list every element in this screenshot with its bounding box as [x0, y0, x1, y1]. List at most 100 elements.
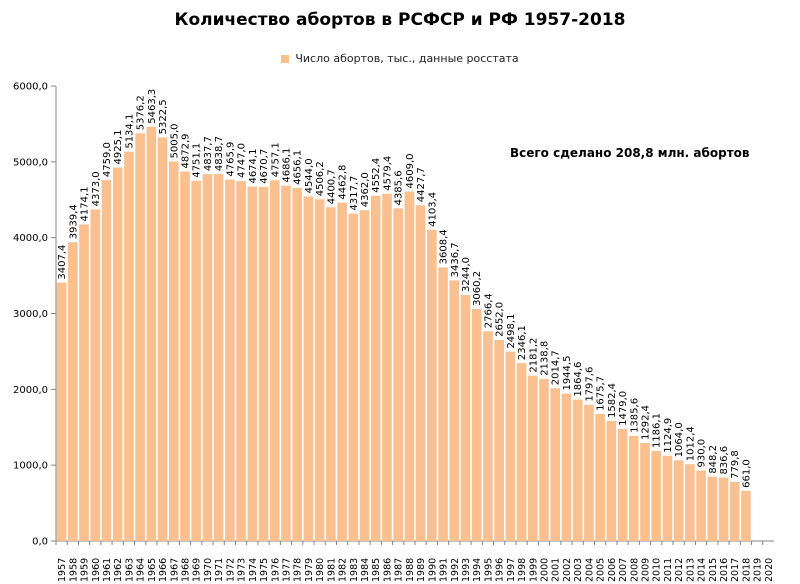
- data-label: 4686,1: [281, 148, 292, 183]
- x-tick-label: 1993: [461, 558, 472, 582]
- bar: [124, 151, 134, 542]
- x-tick-label: 1985: [371, 558, 382, 582]
- data-label: 1292,4: [640, 405, 651, 440]
- data-label: 4757,1: [270, 142, 281, 177]
- data-label: 3244,0: [461, 257, 472, 292]
- x-tick-label: 1987: [394, 558, 405, 582]
- data-label: 3436,7: [450, 242, 461, 277]
- chart-title: Количество абортов в РСФСР и РФ 1957-201…: [174, 10, 626, 30]
- data-label: 4362,0: [360, 172, 371, 207]
- data-label: 1385,6: [629, 398, 640, 433]
- bar: [651, 451, 662, 541]
- bar: [79, 224, 89, 541]
- bar: [718, 477, 729, 541]
- bar: [146, 126, 157, 541]
- bar: [516, 363, 527, 541]
- bar: [258, 186, 269, 542]
- bar: [236, 181, 246, 541]
- x-tick-label: 1971: [214, 558, 225, 582]
- data-label: 1012,4: [685, 426, 696, 461]
- bar: [348, 213, 359, 542]
- bar: [359, 210, 370, 541]
- x-tick-label: 2004: [584, 558, 595, 582]
- x-tick-label: 1962: [113, 558, 124, 582]
- data-label: 2138,8: [540, 341, 551, 376]
- x-tick-label: 1986: [382, 558, 393, 582]
- legend-label: Число абортов, тыс., данные росстата: [295, 52, 519, 65]
- data-label: 836,6: [719, 446, 730, 475]
- data-label: 4837,7: [203, 136, 214, 171]
- y-tick-label: 5000,0: [13, 157, 48, 168]
- bar: [56, 282, 67, 541]
- bar: [135, 133, 145, 541]
- bar: [213, 174, 224, 541]
- data-label: 1186,1: [652, 413, 663, 448]
- bar: [539, 378, 549, 541]
- x-tick-label: 1964: [136, 558, 147, 582]
- bar: [112, 167, 123, 541]
- data-label: 4747,0: [237, 143, 248, 178]
- data-label: 4838,7: [214, 136, 225, 171]
- data-label: 4751,1: [192, 143, 203, 178]
- data-label: 4925,1: [113, 130, 124, 165]
- x-tick-label: 1966: [158, 558, 169, 582]
- data-label: 4552,4: [371, 158, 382, 193]
- x-tick-label: 1972: [225, 558, 236, 582]
- bar: [741, 490, 751, 541]
- bar: [370, 195, 381, 541]
- bar: [449, 280, 460, 541]
- bar: [393, 208, 403, 541]
- bar: [707, 476, 718, 541]
- bar: [382, 193, 392, 542]
- x-tick-label: 1992: [450, 558, 461, 582]
- data-label: 4506,2: [315, 161, 326, 196]
- y-tick-label: 2000,0: [13, 385, 48, 396]
- bar: [415, 205, 426, 541]
- x-tick-label: 2011: [663, 558, 674, 582]
- data-label: 1944,5: [562, 356, 573, 391]
- bar: [505, 351, 516, 541]
- data-label: 1064,0: [674, 422, 685, 457]
- bar: [628, 435, 639, 541]
- bar: [550, 388, 561, 541]
- x-tick-label: 1967: [169, 558, 180, 582]
- bar: [157, 137, 168, 542]
- bar: [404, 191, 415, 541]
- legend-swatch: [281, 55, 290, 63]
- x-tick-label: 2016: [719, 558, 730, 582]
- bar: [527, 375, 538, 541]
- y-tick-label: 0,0: [32, 537, 48, 548]
- bar: [483, 331, 493, 541]
- data-label: 930,0: [697, 439, 708, 468]
- data-label: 4400,7: [326, 169, 337, 204]
- bar: [68, 242, 78, 542]
- bar: [427, 229, 437, 541]
- bar: [225, 179, 235, 541]
- bar: [662, 455, 673, 541]
- x-tick-label: 1995: [483, 558, 494, 582]
- data-label: 2498,1: [506, 314, 517, 349]
- x-tick-label: 1958: [68, 558, 79, 582]
- data-label: 4670,7: [259, 149, 270, 184]
- chart-annotation: Всего сделано 208,8 млн. абортов: [510, 146, 750, 160]
- x-tick-label: 2020: [764, 558, 775, 582]
- x-tick-label: 1973: [237, 558, 248, 582]
- data-label: 2014,7: [551, 350, 562, 385]
- y-tick-label: 3000,0: [13, 309, 48, 320]
- x-tick-label: 2005: [596, 558, 607, 582]
- data-label: 4579,4: [382, 156, 393, 191]
- data-label: 4462,8: [338, 165, 349, 200]
- bar: [202, 174, 213, 541]
- x-tick-label: 1974: [248, 558, 259, 582]
- data-label: 1797,6: [584, 367, 595, 402]
- data-label: 1582,4: [607, 383, 618, 418]
- x-tick-label: 2001: [551, 558, 562, 582]
- data-label: 4872,9: [181, 133, 192, 168]
- x-tick-label: 1990: [427, 558, 438, 582]
- bar: [696, 470, 706, 541]
- data-label: 4427,7: [416, 167, 427, 202]
- x-tick-label: 1968: [181, 558, 192, 582]
- bar: [101, 180, 112, 541]
- x-tick-label: 2002: [562, 558, 573, 582]
- data-label: 4174,1: [80, 186, 91, 221]
